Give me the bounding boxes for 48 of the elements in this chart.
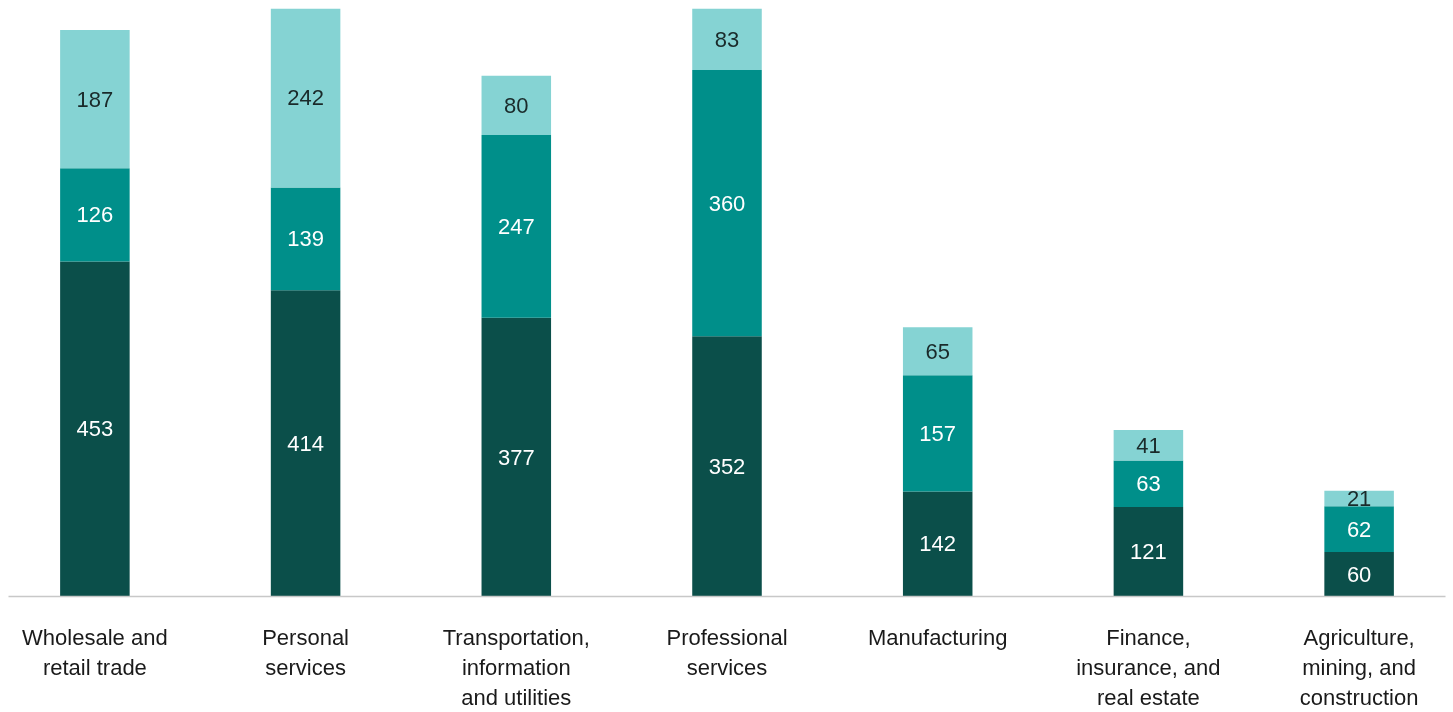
data-label: 41 — [1136, 432, 1161, 458]
data-label: 453 — [76, 416, 114, 442]
bar — [902, 327, 973, 376]
x-tick-label: Finance, insurance, and real estate — [1076, 624, 1221, 710]
data-label: 242 — [287, 85, 324, 111]
data-label: 62 — [1346, 516, 1372, 542]
bar — [60, 168, 130, 262]
x-tick-label: Personal services — [262, 624, 350, 680]
bar — [902, 491, 973, 597]
data-label: 65 — [925, 338, 950, 364]
data-label: 142 — [919, 531, 957, 557]
bar — [1113, 507, 1184, 597]
data-label: 360 — [708, 190, 746, 216]
bar — [1113, 460, 1184, 508]
bar — [1324, 552, 1394, 597]
data-label: 414 — [287, 430, 324, 456]
data-label: 247 — [497, 213, 535, 239]
bar — [1113, 430, 1184, 461]
data-label: 157 — [919, 420, 957, 446]
data-label: 126 — [76, 202, 114, 228]
data-label: 139 — [287, 226, 324, 252]
x-tick-label: Professional services — [666, 624, 788, 680]
bar — [481, 75, 552, 135]
data-label: 121 — [1130, 539, 1167, 565]
data-label: 63 — [1136, 471, 1161, 497]
bar — [270, 8, 341, 188]
x-tick-label: Transportation, information and utilities — [442, 624, 590, 710]
data-label: 187 — [76, 86, 114, 112]
data-label: 60 — [1346, 561, 1372, 587]
bar — [481, 134, 552, 318]
x-tick-label: Manufacturing — [868, 624, 1008, 650]
bar — [692, 69, 762, 337]
data-label: 21 — [1346, 486, 1372, 511]
bar — [481, 317, 552, 597]
data-label: 80 — [504, 92, 529, 118]
bar — [902, 375, 973, 492]
data-label: 83 — [714, 26, 740, 52]
bar — [270, 187, 341, 291]
bar — [692, 8, 762, 70]
x-tick-label: Agriculture, mining, and construction — [1299, 624, 1419, 710]
bar — [692, 336, 762, 597]
bar — [1324, 506, 1394, 553]
bar — [60, 29, 130, 169]
bar — [270, 290, 341, 597]
data-label: 352 — [708, 453, 746, 479]
data-label: 377 — [497, 444, 535, 470]
bar — [60, 261, 130, 597]
x-tick-label: Wholesale and retail trade — [22, 624, 168, 680]
